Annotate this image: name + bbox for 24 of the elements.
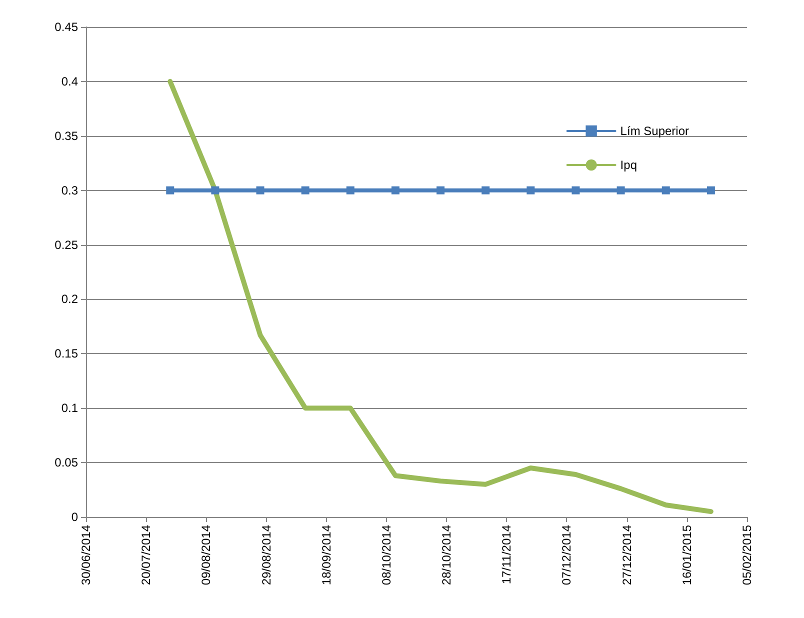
x-tick-label: 09/08/2014 [199, 524, 214, 586]
y-tick-label: 0 [71, 510, 78, 524]
y-tick-label: 0.35 [54, 128, 78, 143]
y-tick-label: 0.3 [61, 183, 78, 198]
y-tick-label: 0.45 [54, 20, 78, 34]
x-tick-label: 08/10/2014 [379, 524, 394, 586]
x-tick-label: 29/08/2014 [259, 524, 274, 586]
y-tick-label: 0.4 [61, 74, 78, 88]
y-tick-label: 0.25 [54, 238, 78, 252]
x-tick-label: 16/01/2015 [680, 524, 694, 586]
x-tick-label: 28/10/2014 [440, 524, 454, 586]
x-tick-label: 27/12/2014 [620, 524, 634, 586]
legend-label: Lím Superior [620, 124, 690, 138]
x-tick-label: 05/02/2015 [740, 524, 754, 586]
x-tick-label: 18/09/2014 [319, 524, 334, 586]
y-tick-label: 0.1 [61, 401, 78, 416]
legend-label: Ipq [620, 158, 637, 172]
x-tick-label: 17/11/2014 [500, 524, 514, 584]
y-tick-label: 0.15 [54, 346, 78, 361]
y-tick-label: 0.05 [54, 456, 78, 470]
x-tick-label: 07/12/2014 [560, 524, 574, 586]
x-tick-label: 30/06/2014 [79, 524, 93, 586]
y-tick-label: 0.2 [61, 292, 78, 306]
x-tick-label: 20/07/2014 [139, 524, 154, 586]
